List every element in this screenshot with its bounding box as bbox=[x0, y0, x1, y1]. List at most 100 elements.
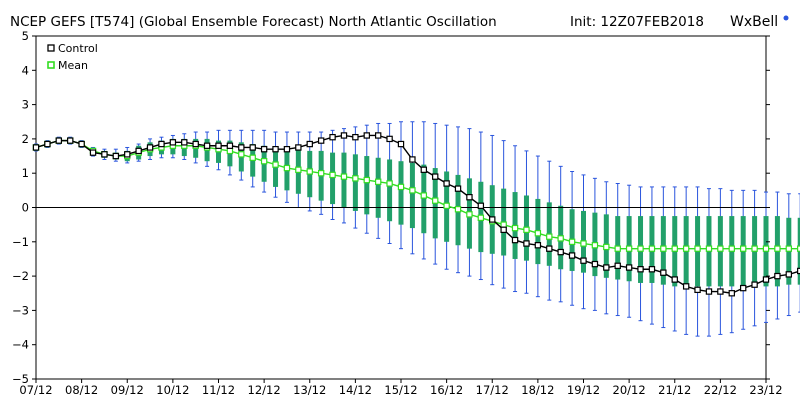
control-point bbox=[705, 288, 713, 295]
control-point bbox=[694, 286, 701, 294]
control-point bbox=[785, 271, 793, 278]
mean-point bbox=[397, 183, 405, 191]
y-tick-label: 4 bbox=[22, 63, 29, 77]
control-point bbox=[215, 142, 222, 149]
control-point bbox=[78, 140, 85, 148]
control-point bbox=[682, 283, 690, 290]
x-tick-label: 23/12 bbox=[749, 383, 782, 397]
mean-point bbox=[762, 245, 770, 252]
control-point bbox=[317, 137, 325, 144]
control-point bbox=[135, 147, 142, 155]
control-point bbox=[146, 144, 154, 151]
control-point bbox=[739, 284, 747, 292]
control-point bbox=[454, 185, 462, 192]
control-point bbox=[580, 257, 587, 264]
mean-point bbox=[523, 226, 530, 233]
control-point bbox=[546, 245, 553, 252]
mean-point bbox=[797, 245, 800, 252]
control-point bbox=[443, 180, 450, 187]
control-point bbox=[363, 132, 370, 139]
mean-point bbox=[386, 180, 393, 187]
mean-point bbox=[568, 238, 576, 245]
mean-point bbox=[420, 192, 428, 199]
x-tick-label: 14/12 bbox=[339, 383, 372, 397]
chart-title: NCEP GEFS [T574] (Global Ensemble Foreca… bbox=[10, 14, 497, 30]
control-point bbox=[124, 151, 131, 158]
control-point bbox=[329, 133, 336, 141]
brand-label: WxBell bbox=[730, 14, 778, 30]
y-tick-label: 3 bbox=[22, 98, 29, 112]
x-axis-ticks: 07/12 08/12 09/12 10/12 11/12 12/12 13/12 14/12… bbox=[19, 379, 783, 397]
plot-area: 5 4 3 2 1 0 −1 −2 −3 −4 −5 07/12 08/12 09/12 10/12 11/… bbox=[12, 29, 800, 397]
y-tick-label: −5 bbox=[12, 372, 29, 386]
mean-point bbox=[739, 245, 747, 252]
mean-point bbox=[454, 206, 462, 213]
mean-point bbox=[409, 187, 416, 194]
x-tick-label: 21/12 bbox=[658, 383, 691, 397]
control-series-markers bbox=[32, 132, 800, 297]
control-point bbox=[260, 145, 268, 153]
control-point bbox=[489, 216, 496, 223]
mean-point bbox=[283, 164, 291, 172]
control-point bbox=[511, 236, 519, 244]
mean-point bbox=[591, 242, 599, 249]
x-tick-label: 13/12 bbox=[293, 383, 326, 397]
control-point bbox=[238, 144, 245, 151]
control-point bbox=[249, 144, 256, 151]
mean-point bbox=[295, 166, 302, 173]
mean-point bbox=[511, 224, 519, 232]
control-point bbox=[272, 145, 279, 153]
mean-point bbox=[648, 245, 656, 252]
ensemble-box bbox=[409, 162, 415, 229]
control-point bbox=[557, 248, 564, 256]
control-point bbox=[797, 267, 800, 275]
mean-point bbox=[534, 230, 542, 237]
y-tick-label: −1 bbox=[12, 235, 29, 249]
mean-point bbox=[260, 157, 268, 165]
x-tick-label: 17/12 bbox=[476, 383, 509, 397]
wxbell-logo: WxBell bbox=[730, 14, 789, 30]
ensemble-box bbox=[421, 164, 427, 234]
control-point bbox=[648, 266, 656, 273]
mean-point bbox=[238, 151, 245, 158]
legend-control-swatch bbox=[47, 44, 55, 52]
control-point bbox=[89, 149, 97, 156]
control-point bbox=[603, 264, 610, 271]
control-point bbox=[44, 140, 51, 148]
control-point bbox=[67, 137, 74, 144]
control-point bbox=[728, 290, 735, 297]
x-tick-label: 10/12 bbox=[156, 383, 189, 397]
ensemble-box bbox=[330, 152, 336, 205]
mean-point bbox=[671, 245, 678, 252]
control-point bbox=[55, 137, 63, 144]
mean-point bbox=[625, 245, 633, 252]
mean-point bbox=[272, 161, 279, 168]
control-point bbox=[226, 142, 234, 149]
mean-point bbox=[466, 211, 473, 218]
mean-point bbox=[477, 214, 485, 221]
control-point bbox=[625, 264, 633, 271]
mean-point bbox=[329, 171, 336, 179]
control-point bbox=[181, 139, 188, 146]
control-point bbox=[101, 151, 108, 158]
control-point bbox=[751, 281, 758, 288]
control-point bbox=[568, 252, 576, 259]
x-tick-label: 15/12 bbox=[384, 383, 417, 397]
control-point bbox=[500, 226, 507, 233]
x-tick-label: 11/12 bbox=[202, 383, 235, 397]
init-label: Init: 12Z07FEB2018 bbox=[570, 14, 704, 30]
brand-dot bbox=[783, 15, 789, 21]
mean-point bbox=[705, 245, 713, 252]
mean-point bbox=[751, 245, 758, 252]
y-tick-label: 2 bbox=[22, 132, 29, 146]
control-point bbox=[192, 140, 199, 148]
control-point bbox=[660, 269, 667, 276]
control-point bbox=[523, 240, 530, 247]
mean-point bbox=[785, 245, 793, 252]
ensemble-box bbox=[387, 159, 393, 222]
y-tick-label: −4 bbox=[12, 338, 29, 352]
mean-point bbox=[226, 147, 234, 155]
mean-point bbox=[694, 245, 701, 252]
legend-mean-swatch bbox=[47, 61, 55, 69]
